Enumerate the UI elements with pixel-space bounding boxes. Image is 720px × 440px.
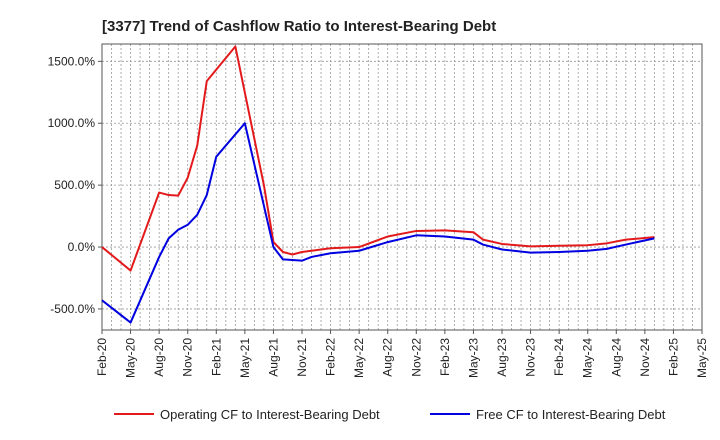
legend-label-free-cf: Free CF to Interest-Bearing Debt xyxy=(476,407,666,422)
series-line-free-cf xyxy=(101,122,655,324)
x-tick-label: Feb-20 xyxy=(95,338,109,376)
x-tick-label: Feb-25 xyxy=(666,338,680,376)
x-tick-label: Aug-21 xyxy=(266,338,280,377)
y-tick-label: -500.0% xyxy=(50,302,95,316)
legend-label-operating-cf: Operating CF to Interest-Bearing Debt xyxy=(160,407,380,422)
y-tick-label: 0.0% xyxy=(68,240,96,254)
series-line-operating-cf xyxy=(101,45,655,272)
x-tick-label: Aug-20 xyxy=(152,338,166,377)
chart-title: [3377] Trend of Cashflow Ratio to Intere… xyxy=(102,18,496,35)
x-tick-label: Aug-24 xyxy=(609,338,623,377)
grid xyxy=(101,44,703,330)
y-tick-label: 1500.0% xyxy=(48,54,96,68)
x-tick-label: May-24 xyxy=(581,338,595,378)
x-tick-label: May-25 xyxy=(695,338,709,378)
legend-item-free-cf: Free CF to Interest-Bearing Debt xyxy=(430,407,666,422)
y-axis: -500.0% 0.0% 500.0% 1000.0% 1500.0% xyxy=(48,54,102,316)
plot-area xyxy=(101,43,703,331)
x-tick-label: Aug-23 xyxy=(495,338,509,377)
y-tick-label: 1000.0% xyxy=(48,116,96,130)
x-tick-label: Nov-22 xyxy=(409,338,423,377)
x-tick-label: May-21 xyxy=(238,338,252,378)
x-tick-label: Feb-21 xyxy=(209,338,223,376)
series-layer xyxy=(101,45,655,324)
x-tick-label: Feb-24 xyxy=(552,338,566,376)
legend: Operating CF to Interest-Bearing Debt Fr… xyxy=(114,407,666,422)
x-tick-label: Nov-23 xyxy=(524,338,538,377)
y-tick-label: 500.0% xyxy=(54,178,95,192)
legend-item-operating-cf: Operating CF to Interest-Bearing Debt xyxy=(114,407,380,422)
x-tick-label: Nov-20 xyxy=(181,338,195,377)
x-axis: Feb-20 May-20 Aug-20 Nov-20 Feb-21 May-21 Aug-… xyxy=(95,330,709,378)
x-tick-label: May-20 xyxy=(124,338,138,378)
x-tick-label: Nov-21 xyxy=(295,338,309,377)
x-tick-label: Aug-22 xyxy=(381,338,395,377)
x-tick-label: Nov-24 xyxy=(638,338,652,377)
x-tick-label: May-22 xyxy=(352,338,366,378)
x-tick-label: May-23 xyxy=(466,338,480,378)
x-tick-label: Feb-22 xyxy=(324,338,338,376)
x-tick-label: Feb-23 xyxy=(438,338,452,376)
